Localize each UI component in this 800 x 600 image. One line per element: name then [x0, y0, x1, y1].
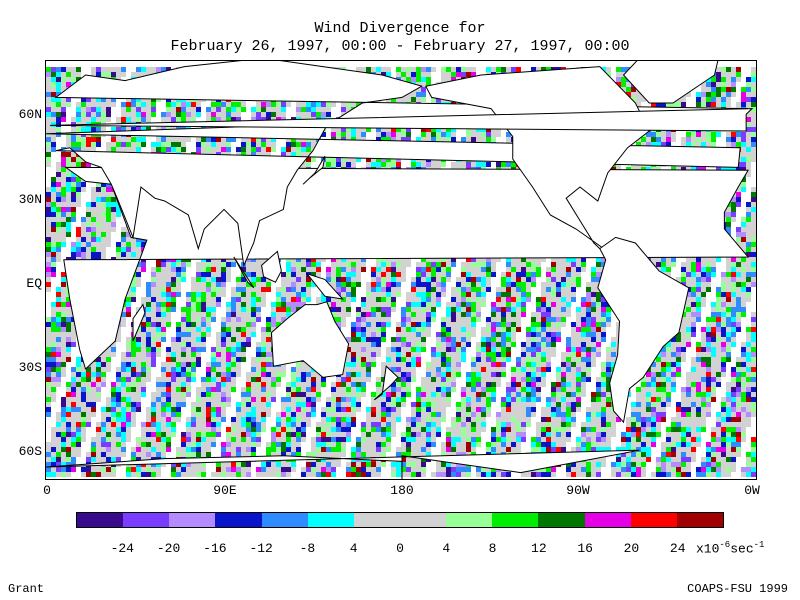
colorbar-swatch	[169, 513, 216, 527]
lat-label-eq: EQ	[26, 276, 42, 291]
colorbar-swatch	[77, 513, 124, 527]
colorbar-tick-label: -20	[156, 541, 181, 556]
lat-label-30s: 30S	[18, 360, 42, 375]
landmass	[132, 303, 146, 342]
colorbar-swatch	[399, 513, 447, 527]
colorbar-tick-label: 20	[623, 541, 640, 556]
lat-label-30n: 30N	[18, 192, 42, 207]
landmass	[46, 449, 640, 479]
colorbar-tick-label: 16	[577, 541, 593, 556]
colorbar-swatch	[261, 513, 308, 527]
colorbar-tick-label: -16	[203, 541, 227, 556]
lon-label-90e: 90E	[213, 483, 237, 498]
colorbar-swatch	[307, 513, 354, 527]
colorbar-swatch	[446, 513, 493, 527]
colorbar	[76, 512, 724, 528]
landmass	[597, 236, 690, 424]
divergence-field	[46, 61, 756, 479]
colorbar-swatch	[492, 513, 539, 527]
colorbar-tick-label: -24	[110, 541, 134, 556]
lon-label-180: 180	[390, 483, 414, 498]
lon-label-0: 0	[43, 483, 51, 498]
colorbar-tick-label: 24	[669, 541, 686, 556]
colorbar-units: x10-6sec-1	[696, 540, 765, 557]
colorbar-swatch	[215, 513, 262, 527]
landmass	[622, 61, 719, 104]
colorbar-swatch	[630, 513, 677, 527]
landmass	[270, 301, 350, 378]
colorbar-tick-label: 4	[442, 541, 451, 556]
world-map	[45, 60, 757, 480]
landmass	[305, 272, 344, 300]
colorbar-swatch	[538, 513, 585, 527]
colorbar-tick-label: -8	[299, 541, 316, 556]
colorbar-tick-label: 4	[349, 541, 358, 556]
colorbar-tick-label: 8	[488, 541, 497, 556]
lat-label-60s: 60S	[18, 444, 42, 459]
map-title-line2: February 26, 1997, 00:00 - February 27, …	[170, 38, 630, 55]
colorbar-swatch	[353, 513, 400, 527]
lat-label-60n: 60N	[18, 107, 42, 122]
landmass	[302, 155, 326, 185]
colorbar-swatch	[676, 513, 723, 527]
colorbar-tick-label: 0	[396, 541, 404, 556]
colorbar-swatch	[584, 513, 631, 527]
colorbar-swatch	[123, 513, 170, 527]
author-credit: Grant	[8, 582, 45, 596]
institution-credit: COAPS-FSU 1999	[687, 582, 788, 596]
landmass	[233, 256, 255, 289]
map-title-line1: Wind Divergence for	[314, 20, 486, 37]
colorbar-tick-label: -12	[249, 541, 273, 556]
landmass	[373, 365, 399, 401]
landmass	[49, 108, 754, 132]
lon-label-90w: 90W	[566, 483, 590, 498]
colorbar-tick-label: 12	[531, 541, 547, 556]
lon-label-0w: 0W	[744, 483, 760, 498]
landmass	[261, 250, 282, 283]
